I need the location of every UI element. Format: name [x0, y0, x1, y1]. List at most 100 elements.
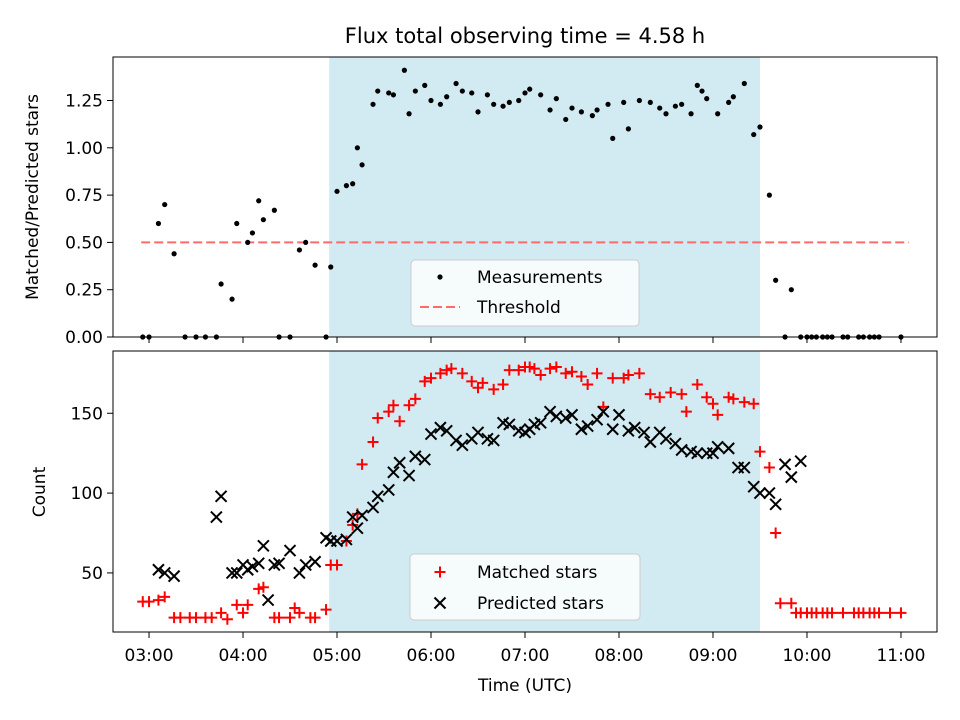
x-tick-label: 04:00	[219, 646, 268, 666]
matched-star-point	[560, 367, 572, 379]
predicted-star-point	[440, 424, 453, 438]
predicted-star-point	[283, 544, 297, 557]
matched-star-point	[331, 559, 343, 571]
matched-star-point	[367, 436, 379, 448]
measurement-point	[563, 116, 569, 123]
predicted-star-point	[581, 419, 594, 433]
legend-matched-label: Matched stars	[477, 563, 597, 583]
bottom-x-axis-label: Time (UTC)	[477, 676, 572, 696]
matched-star-point	[884, 607, 896, 619]
x-tick-label: 07:00	[501, 646, 550, 666]
bottom-legend: Matched stars Predicted stars	[409, 553, 641, 621]
matched-star-point	[340, 535, 352, 547]
matched-star-point	[215, 607, 227, 619]
measurement-point	[699, 88, 705, 94]
matched-star-point	[152, 594, 164, 606]
predicted-star-point	[158, 566, 171, 580]
chart-title: Flux total observing time = 4.58 h	[345, 24, 705, 48]
measurement-point	[578, 109, 584, 115]
predicted-star-point	[434, 421, 447, 434]
measurement-point	[459, 88, 465, 94]
predicted-star-point	[351, 522, 364, 535]
predicted-star-point	[628, 421, 641, 434]
matched-star-point	[770, 527, 782, 539]
predicted-star-point	[471, 426, 485, 439]
matched-star-point	[273, 612, 285, 624]
matched-star-point	[466, 375, 478, 387]
measurement-point	[428, 97, 434, 104]
measurement-point	[245, 239, 251, 246]
matched-star-point	[445, 363, 457, 375]
measurement-point	[647, 99, 653, 106]
predicted-star-point	[340, 533, 353, 546]
y-tick-label: 100	[71, 484, 103, 504]
matched-star-point	[524, 361, 536, 373]
x-tick-label: 06:00	[407, 646, 456, 666]
legend-threshold-label: Threshold	[476, 298, 561, 318]
predicted-star-point	[393, 456, 406, 469]
measurement-point	[390, 92, 397, 98]
legend-measurements-marker	[437, 274, 443, 280]
matched-star-point	[644, 388, 656, 400]
measurement-point	[375, 88, 381, 94]
measurement-point	[491, 101, 497, 107]
matched-star-point	[665, 387, 677, 399]
matched-star-point	[477, 377, 489, 389]
predicted-star-point	[575, 423, 588, 436]
predicted-star-point	[214, 490, 228, 503]
matched-star-point	[284, 612, 296, 624]
measurement-point	[229, 296, 235, 302]
matched-star-point	[727, 393, 739, 405]
measurement-point	[610, 135, 616, 141]
measurement-point	[527, 86, 533, 92]
legend-x-glyph	[433, 596, 447, 610]
predicted-star-point	[167, 569, 181, 583]
matched-star-point	[748, 398, 760, 410]
predicted-star-point	[366, 501, 380, 514]
bottom-x-axis: 03:00 04:00 05:00 06:00 07:00 08:00 09:00 10:00…	[125, 632, 925, 666]
measurement-point	[679, 101, 685, 107]
predicted-star-point	[355, 509, 369, 522]
predicted-star-point	[257, 539, 270, 552]
y-tick-label: 0.00	[65, 328, 103, 348]
measurement-point	[788, 287, 794, 293]
measurement-point	[218, 281, 224, 287]
matched-stars-series	[137, 361, 907, 625]
predicted-star-point	[612, 408, 626, 422]
matched-star-point	[707, 398, 719, 410]
matched-star-point	[403, 399, 415, 411]
predicted-star-point	[738, 461, 751, 474]
matched-star-point	[372, 412, 384, 424]
matched-star-point	[591, 367, 603, 379]
matched-star-point	[497, 379, 509, 391]
y-tick-label: 50	[81, 564, 103, 584]
matched-star-point	[472, 382, 484, 394]
predicted-star-point	[371, 490, 384, 503]
bottom-y-axis: 50 100 150	[71, 404, 113, 584]
measurement-point	[256, 198, 262, 204]
measurement-point	[726, 99, 732, 106]
matched-star-point	[394, 415, 406, 427]
matched-star-point	[676, 388, 688, 400]
matched-star-point	[582, 379, 594, 391]
matched-star-point	[257, 581, 269, 593]
measurement-point	[522, 90, 528, 96]
matched-star-point	[206, 612, 218, 624]
legend-measurements-label: Measurements	[477, 268, 603, 288]
predicted-star-point	[402, 469, 416, 482]
x-tick-label: 09:00	[688, 646, 737, 666]
measurement-point	[303, 239, 309, 246]
y-tick-label: 1.00	[65, 139, 103, 159]
y-tick-label: 1.25	[65, 92, 103, 112]
measurement-point	[694, 82, 700, 88]
measurement-point	[757, 124, 763, 130]
matched-star-point	[738, 396, 750, 408]
measurement-point	[657, 105, 663, 111]
matched-star-point	[231, 599, 243, 611]
predicted-star-point	[778, 458, 792, 471]
measurement-point	[672, 103, 678, 109]
predicted-star-point	[763, 486, 776, 500]
measurement-point	[621, 99, 627, 106]
measurement-point	[625, 126, 631, 132]
measurement-point	[350, 181, 356, 187]
